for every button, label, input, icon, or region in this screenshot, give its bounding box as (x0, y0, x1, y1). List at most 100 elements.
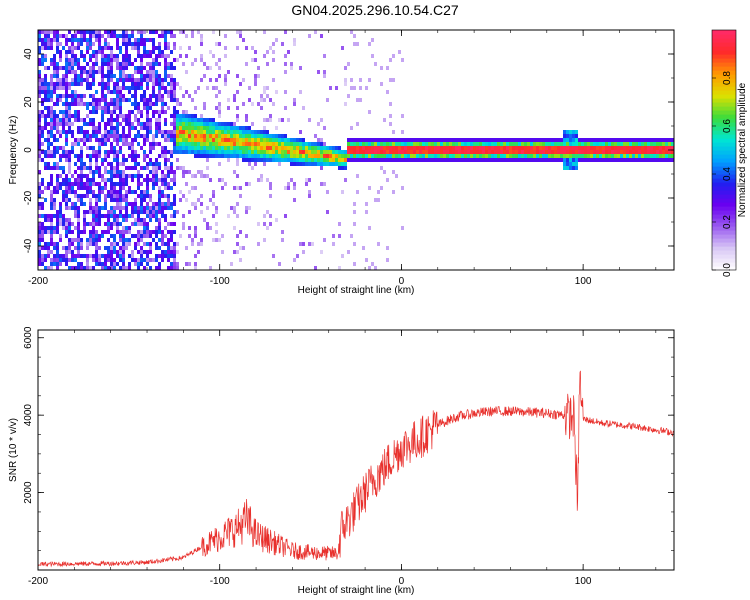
spectrogram-cell (623, 150, 626, 154)
spectrogram-cell (119, 66, 122, 70)
spectrogram-cell (65, 230, 68, 234)
spectrogram-cell (194, 226, 197, 230)
spectrogram-cell (566, 154, 569, 158)
spectrogram-cell (218, 110, 221, 114)
spectrogram-cell (134, 166, 137, 170)
spectrogram-cell (626, 158, 629, 162)
spectrogram-cell (506, 150, 509, 154)
spectrogram-cell (350, 86, 353, 90)
spectrogram-cell (56, 78, 59, 82)
spectrogram-cell (437, 146, 440, 150)
spectrogram-cell (197, 142, 200, 146)
spectrogram-cell (287, 158, 290, 162)
spectrogram-cell (524, 154, 527, 158)
spectrogram-cell (104, 202, 107, 206)
spectrogram-cell (200, 242, 203, 246)
spectrogram-cell (104, 54, 107, 58)
spectrogram-cell (368, 78, 371, 82)
spectrogram-cell (236, 130, 239, 134)
spectrogram-cell (71, 46, 74, 50)
spectrogram-cell (83, 78, 86, 82)
spectrogram-cell (386, 154, 389, 158)
spectrogram-cell (38, 222, 41, 226)
spectrogram-cell (299, 158, 302, 162)
spectrogram-cell (146, 166, 149, 170)
spectrogram-cell (170, 78, 173, 82)
spectrogram-cell (107, 74, 110, 78)
spectrogram-cell (170, 114, 173, 118)
spectrogram-cell (230, 262, 233, 266)
spectrogram-cell (41, 38, 44, 42)
spectrogram-cell (284, 150, 287, 154)
spectrogram-cell (110, 246, 113, 250)
spectrogram-cell (110, 130, 113, 134)
spectrogram-cell (95, 130, 98, 134)
spectrogram-cell (80, 174, 83, 178)
spectrogram-cell (239, 142, 242, 146)
spectrogram-cell (170, 230, 173, 234)
spectrogram-cell (155, 78, 158, 82)
spectrogram-cell (125, 182, 128, 186)
spectrogram-cell (326, 190, 329, 194)
colorbar-swatch (712, 262, 736, 267)
spectrogram-cell (128, 242, 131, 246)
spectrogram-cell (392, 154, 395, 158)
spectrogram-cell (47, 82, 50, 86)
spectrogram-cell (62, 110, 65, 114)
spectrogram-cell (212, 146, 215, 150)
spectrogram-cell (356, 150, 359, 154)
spectrogram-cell (560, 138, 563, 142)
spectrogram-cell (92, 154, 95, 158)
spectrogram-cell (266, 178, 269, 182)
spectrogram-cell (245, 154, 248, 158)
spectrogram-cell (182, 174, 185, 178)
spectrogram-cell (50, 230, 53, 234)
spectrogram-cell (116, 98, 119, 102)
spectrogram-cell (143, 250, 146, 254)
colorbar-swatch (712, 90, 736, 95)
spectrogram-cell (158, 206, 161, 210)
spectrogram-cell (596, 138, 599, 142)
spectrogram-cell (386, 246, 389, 250)
spectrogram-cell (104, 230, 107, 234)
spectrogram-cell (248, 182, 251, 186)
spectrogram-cell (368, 266, 371, 270)
spectrogram-cell (191, 122, 194, 126)
spectrogram-cell (146, 114, 149, 118)
spectrogram-cell (272, 142, 275, 146)
spectrogram-cell (173, 78, 176, 82)
spectrogram-cell (275, 154, 278, 158)
spectrogram-cell (353, 150, 356, 154)
spectrogram-cell (209, 126, 212, 130)
spectrogram-cell (356, 190, 359, 194)
spectrogram-cell (161, 254, 164, 258)
spectrogram-cell (134, 102, 137, 106)
spectrogram-cell (113, 198, 116, 202)
spectrogram-cell (272, 150, 275, 154)
spectrogram-cell (170, 86, 173, 90)
spectrogram-cell (92, 30, 95, 34)
spectrogram-cell (68, 114, 71, 118)
spectrogram-cell (92, 50, 95, 54)
colorbar-swatch (712, 54, 736, 59)
spectrogram-cell (173, 146, 176, 150)
spectrogram-cell (65, 110, 68, 114)
spectrogram-cell (581, 158, 584, 162)
spectrogram-cell (155, 162, 158, 166)
spectrogram-cell (236, 74, 239, 78)
spectrogram-cell (50, 234, 53, 238)
spectrogram-cell (59, 82, 62, 86)
spectrogram-cell (140, 86, 143, 90)
spectrogram-cell (164, 42, 167, 46)
spectrogram-cell (578, 150, 581, 154)
spectrogram-cell (380, 158, 383, 162)
spectrogram-cell (272, 138, 275, 142)
spectrogram-cell (320, 158, 323, 162)
spectrogram-cell (224, 78, 227, 82)
spectrogram-cell (152, 170, 155, 174)
spectrogram-cell (356, 174, 359, 178)
spectrogram-cell (89, 30, 92, 34)
spectrogram-cell (71, 134, 74, 138)
spectrogram-cell (539, 158, 542, 162)
spectrogram-cell (98, 174, 101, 178)
